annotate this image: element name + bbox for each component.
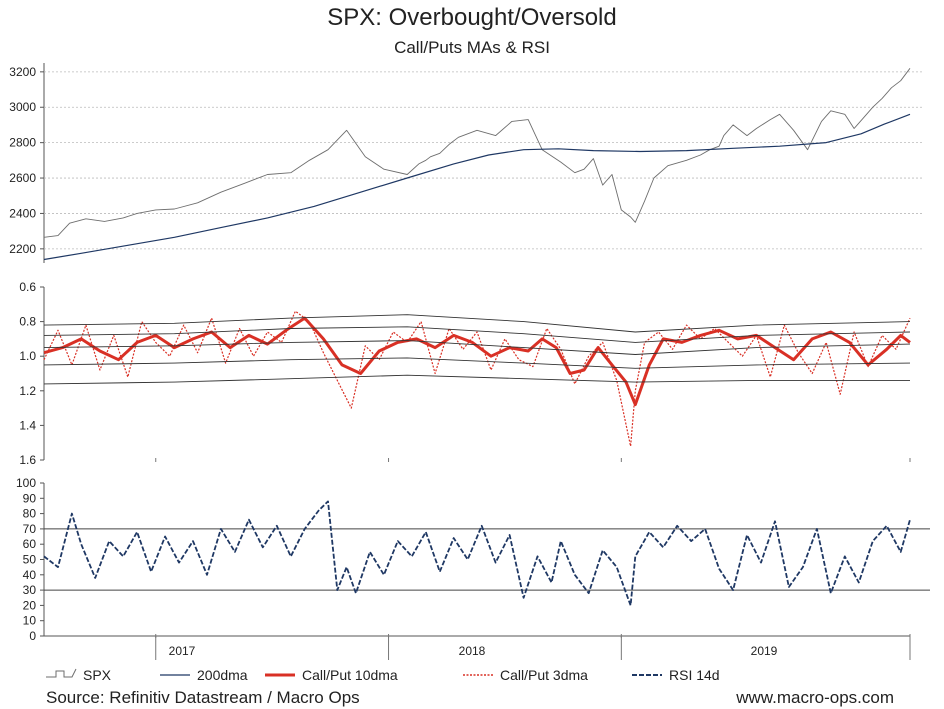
y-tick-label: 3000 xyxy=(9,100,36,114)
legend-label: Call/Put 10dma xyxy=(302,667,398,683)
series-200dma xyxy=(43,113,911,261)
y-tick-label: 90 xyxy=(23,491,37,505)
legend: SPX 200dma Call/Put 10dma Call/Put 3dma RSI … xyxy=(46,667,720,683)
y-tick-label: 2800 xyxy=(9,136,36,150)
series-upper-band-1 xyxy=(43,326,911,343)
x-tick-label: 2019 xyxy=(751,644,778,658)
y-tick-label: 0 xyxy=(29,629,36,643)
y-tick-label: 100 xyxy=(16,476,36,490)
legend-label: Call/Put 3dma xyxy=(500,667,588,683)
y-tick-label: 20 xyxy=(23,598,37,612)
legend-swatch-spx xyxy=(46,668,77,678)
y-tick-label: 1.2 xyxy=(19,384,36,398)
series-call-put-3dma xyxy=(43,310,911,447)
x-tick-label: 2017 xyxy=(169,644,196,658)
series-upper-band-2 xyxy=(43,314,911,333)
legend-label: SPX xyxy=(83,667,112,683)
series-lower-band-2 xyxy=(43,374,910,385)
y-tick-label: 3200 xyxy=(9,65,36,79)
y-tick-label: 1.0 xyxy=(19,349,36,363)
x-tick-label: 2018 xyxy=(459,644,486,658)
y-tick-label: 0.6 xyxy=(19,280,36,294)
series-call-put-10dma xyxy=(43,316,911,407)
y-tick-label: 70 xyxy=(23,522,37,536)
y-tick-label: 80 xyxy=(23,507,37,521)
y-tick-label: 30 xyxy=(23,583,37,597)
chart-title: SPX: Overbought/Oversold xyxy=(327,4,617,31)
x-axis: 2017 2018 2019 xyxy=(44,458,911,660)
y-tick-label: 0.8 xyxy=(19,315,36,329)
y-tick-label: 1.4 xyxy=(19,418,36,432)
y-tick-label: 2600 xyxy=(9,171,36,185)
y-tick-label: 10 xyxy=(23,614,37,628)
series-rsi-14d xyxy=(43,500,911,607)
series-lower-band-1 xyxy=(43,357,911,369)
y-tick-label: 50 xyxy=(23,553,37,567)
legend-label: 200dma xyxy=(197,667,248,683)
spx-panel: 2200 2400 2600 2800 3000 3200 xyxy=(9,63,922,263)
y-tick-label: 1.6 xyxy=(19,453,36,467)
source-note: Source: Refinitiv Datastream / Macro Ops xyxy=(46,688,360,707)
chart-subtitle: Call/Puts MAs & RSI xyxy=(394,38,550,57)
y-tick-label: 40 xyxy=(23,568,37,582)
y-tick-label: 2200 xyxy=(9,242,36,256)
legend-label: RSI 14d xyxy=(669,667,720,683)
series-mid-band xyxy=(43,340,911,355)
series-spx xyxy=(43,68,911,238)
website-label: www.macro-ops.com xyxy=(736,688,894,707)
callput-panel: 0.6 0.8 1.0 1.2 1.4 1.6 xyxy=(19,280,911,467)
y-tick-label: 60 xyxy=(23,537,37,551)
y-tick-label: 2400 xyxy=(9,206,36,220)
